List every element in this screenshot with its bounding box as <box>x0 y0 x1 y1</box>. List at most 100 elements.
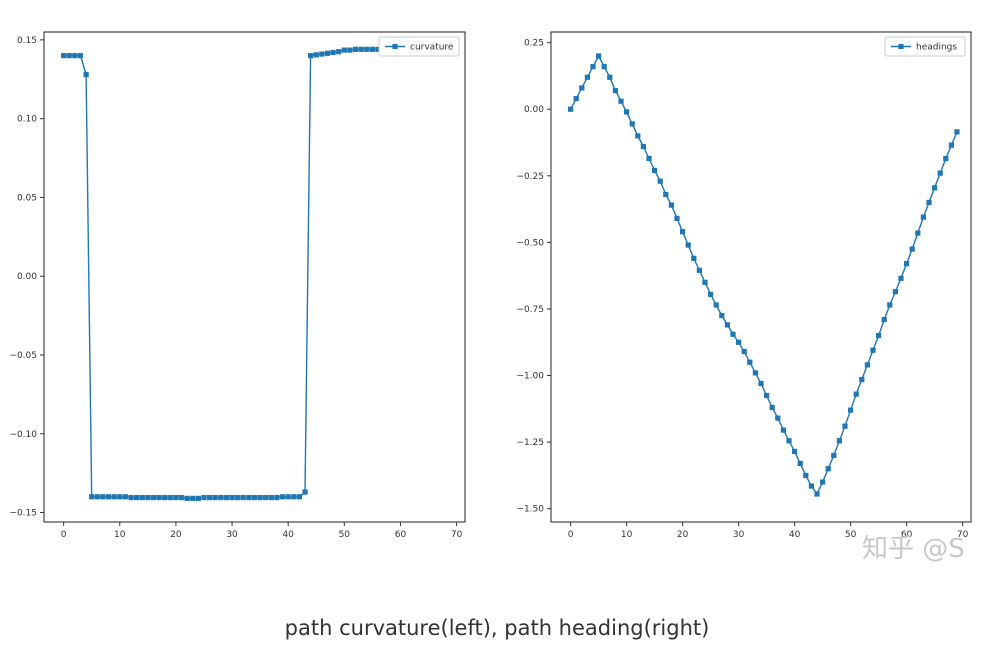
data-point <box>302 489 308 495</box>
y-tick-label: −0.15 <box>9 509 37 519</box>
data-point <box>105 494 112 500</box>
data-point <box>876 332 882 339</box>
legend-marker <box>392 43 398 50</box>
plot-frame <box>550 31 972 523</box>
x-tick-label: 20 <box>677 530 689 540</box>
data-point <box>764 392 770 399</box>
data-point <box>915 230 921 236</box>
data-point <box>257 494 263 501</box>
y-tick-label: −0.25 <box>516 172 544 182</box>
data-point <box>853 391 859 397</box>
data-point <box>212 494 218 501</box>
y-tick-label: 0.05 <box>17 193 37 203</box>
data-point <box>775 415 781 421</box>
data-point <box>72 53 78 59</box>
watermark-text: 知乎 @S <box>862 534 965 564</box>
data-point <box>954 129 960 135</box>
data-point <box>111 494 117 500</box>
data-point <box>635 133 641 139</box>
data-point <box>83 71 89 78</box>
y-tick-label: −0.10 <box>9 430 37 440</box>
data-point <box>145 494 151 501</box>
data-point <box>607 74 613 80</box>
data-point <box>898 275 904 281</box>
data-point <box>932 185 938 191</box>
x-tick-label: 10 <box>621 530 633 540</box>
x-tick-label: 0 <box>568 530 574 540</box>
data-point <box>758 380 764 387</box>
data-point <box>139 494 145 501</box>
data-point <box>870 347 876 353</box>
data-point <box>629 121 635 127</box>
data-point <box>814 491 820 497</box>
data-point <box>251 494 258 501</box>
data-point <box>235 494 241 501</box>
data-point <box>702 279 708 285</box>
data-point <box>584 74 590 80</box>
data-point <box>263 494 269 501</box>
y-tick-label: −1.00 <box>516 372 544 382</box>
data-point <box>730 331 736 337</box>
data-point <box>66 53 72 59</box>
data-point <box>612 87 618 94</box>
y-tick-label: 0.15 <box>17 36 37 46</box>
x-tick-label: 30 <box>226 530 238 540</box>
data-point <box>352 46 359 52</box>
data-point <box>195 495 201 501</box>
data-point <box>741 348 747 355</box>
data-point <box>364 46 370 52</box>
data-point <box>909 246 915 252</box>
data-point <box>285 494 291 500</box>
data-point <box>825 466 831 472</box>
data-point <box>736 339 742 345</box>
data-point <box>904 261 910 267</box>
data-point <box>201 494 207 501</box>
data-point <box>892 289 898 295</box>
data-point <box>769 404 775 411</box>
data-point <box>652 167 658 174</box>
data-point <box>240 494 246 501</box>
data-point <box>657 178 663 184</box>
data-point <box>668 202 674 208</box>
y-tick-label: −1.25 <box>516 438 544 448</box>
series-line-curvature <box>63 47 446 500</box>
data-point <box>579 85 585 91</box>
data-point <box>134 494 140 501</box>
x-tick-label: 60 <box>901 530 913 540</box>
data-point <box>223 494 230 501</box>
legend-marker <box>898 43 904 50</box>
data-point <box>948 142 954 148</box>
data-point <box>943 155 949 162</box>
legend-label: headings <box>916 43 957 53</box>
data-point <box>573 95 579 102</box>
data-point <box>206 494 213 501</box>
data-point <box>797 460 803 467</box>
data-point <box>173 494 179 501</box>
data-point <box>279 494 286 500</box>
data-point <box>117 494 123 500</box>
data-point <box>568 106 574 112</box>
y-tick-label: 0.25 <box>524 39 544 49</box>
data-point <box>122 494 128 500</box>
series-line-headings <box>569 54 958 496</box>
data-point <box>820 479 826 485</box>
data-point <box>128 494 134 501</box>
data-point <box>94 494 100 500</box>
data-point <box>786 438 792 444</box>
data-point <box>859 376 865 383</box>
data-point <box>167 494 173 501</box>
data-point <box>937 170 943 176</box>
data-point <box>618 98 624 104</box>
x-tick-label: 50 <box>339 530 351 540</box>
data-point <box>724 322 730 328</box>
data-point <box>680 229 686 235</box>
data-point <box>178 494 185 501</box>
data-point <box>831 452 837 459</box>
data-point <box>156 494 162 501</box>
data-point <box>920 214 926 220</box>
data-point <box>596 53 602 59</box>
x-tick-label: 40 <box>789 530 801 540</box>
data-point <box>358 46 364 52</box>
y-tick-label: 0.10 <box>17 115 37 125</box>
data-point <box>347 47 353 53</box>
